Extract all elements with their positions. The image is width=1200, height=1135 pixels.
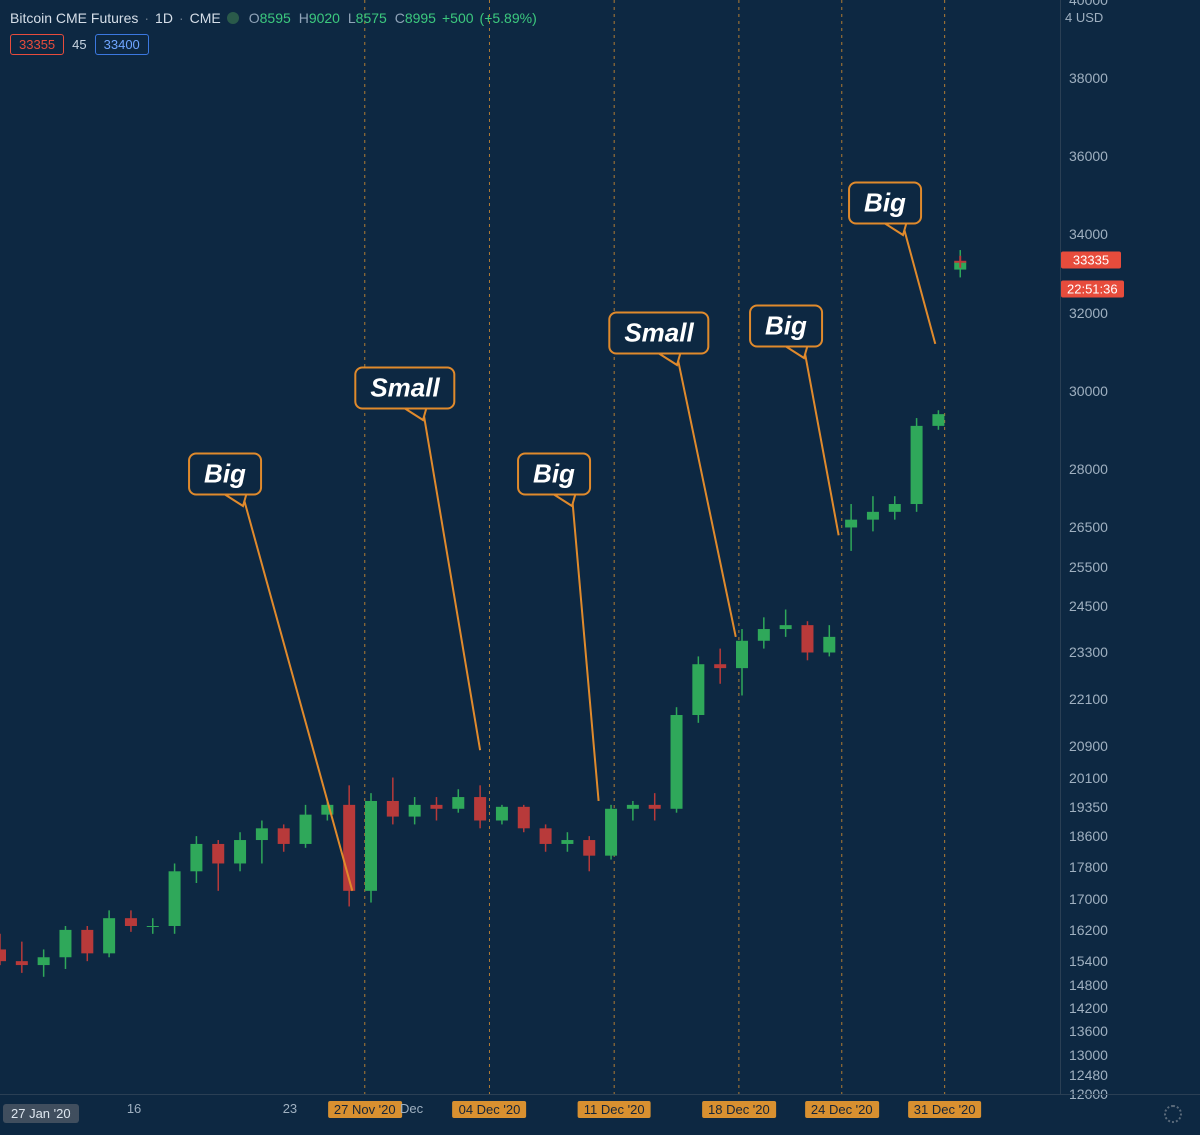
- y-tick-label: 32000: [1069, 305, 1108, 321]
- interval-label[interactable]: 1D: [155, 10, 173, 26]
- callout-label: Big: [188, 453, 262, 496]
- x-tick-label: 31 Dec '20: [908, 1101, 982, 1118]
- x-tick-label: 27 Nov '20: [328, 1101, 402, 1118]
- x-tick-label: 16: [127, 1101, 141, 1116]
- y-tick-label: 19350: [1069, 799, 1108, 815]
- y-tick-label: 18600: [1069, 828, 1108, 844]
- y-tick-label: 22100: [1069, 691, 1108, 707]
- badge-price-high[interactable]: 33400: [95, 34, 149, 55]
- change-pct: (+5.89%): [480, 10, 537, 26]
- y-tick-label: 28000: [1069, 461, 1108, 477]
- change-value: +500: [442, 10, 474, 26]
- plot-area[interactable]: Big Small Big Small Big Big: [0, 0, 1060, 1094]
- y-axis-currency: 4 USD: [1065, 10, 1103, 25]
- annotation-callout[interactable]: Small: [608, 312, 709, 355]
- y-tick-label: 38000: [1069, 70, 1108, 86]
- y-tick-label: 23300: [1069, 644, 1108, 660]
- badge-countdown: 45: [72, 37, 86, 52]
- annotation-callout[interactable]: Big: [749, 305, 823, 348]
- y-tick-label: 13000: [1069, 1047, 1108, 1063]
- market-status-dot: [227, 12, 239, 24]
- y-tick-label: 14200: [1069, 1000, 1108, 1016]
- y-tick-label: 20900: [1069, 738, 1108, 754]
- x-tick-label: 04 Dec '20: [453, 1101, 527, 1118]
- exchange-label: CME: [190, 10, 221, 26]
- callout-label: Small: [608, 312, 709, 355]
- callout-label: Big: [517, 453, 591, 496]
- y-tick-label: 15400: [1069, 953, 1108, 969]
- x-tick-label: Dec: [400, 1101, 423, 1116]
- y-tick-label: 17800: [1069, 859, 1108, 875]
- x-tick-label: 11 Dec '20: [578, 1101, 651, 1118]
- goto-date-badge[interactable]: 27 Jan '20: [3, 1104, 79, 1123]
- callout-label: Big: [749, 305, 823, 348]
- y-tick-label: 13600: [1069, 1023, 1108, 1039]
- chart-header: Bitcoin CME Futures · 1D · CME O8595 H90…: [10, 10, 537, 26]
- y-tick-label: 14800: [1069, 977, 1108, 993]
- x-tick-label: 18 Dec '20: [702, 1101, 776, 1118]
- symbol-title[interactable]: Bitcoin CME Futures: [10, 10, 138, 26]
- callout-label: Big: [848, 182, 922, 225]
- y-tick-label: 30000: [1069, 383, 1108, 399]
- y-tick-label: 36000: [1069, 148, 1108, 164]
- y-tick-label: 25500: [1069, 559, 1108, 575]
- y-tick-label: 12480: [1069, 1067, 1108, 1083]
- y-tick-label: 34000: [1069, 226, 1108, 242]
- y-tick-label: 17000: [1069, 891, 1108, 907]
- candlestick-svg: [0, 0, 1060, 1094]
- separator-dot: ·: [144, 10, 149, 26]
- x-tick-label: 23: [283, 1101, 297, 1116]
- separator-dot: ·: [179, 10, 184, 26]
- ohlc-readout: O8595 H9020 L8575 C8995: [245, 10, 436, 26]
- callout-label: Small: [354, 367, 455, 410]
- badge-price-low[interactable]: 33355: [10, 34, 64, 55]
- y-tick-label: 40000: [1069, 0, 1108, 8]
- x-axis[interactable]: 16 23 27 Nov '20Dec 04 Dec '20 11 Dec '20 18 …: [0, 1094, 1200, 1135]
- gear-icon[interactable]: [1164, 1105, 1182, 1123]
- y-tick-label: 16200: [1069, 922, 1108, 938]
- y-tick-label: 24500: [1069, 598, 1108, 614]
- x-tick-label: 24 Dec '20: [805, 1101, 879, 1118]
- y-axis[interactable]: 4 USD 40000 38000 36000 34000 32000 30000 2800…: [1060, 0, 1200, 1094]
- chart-container: Bitcoin CME Futures · 1D · CME O8595 H90…: [0, 0, 1200, 1135]
- indicator-badges: 33355 45 33400: [10, 34, 149, 55]
- annotation-callout[interactable]: Big: [517, 453, 591, 496]
- last-price-marker: 33335: [1061, 252, 1121, 269]
- y-tick-label: 20100: [1069, 770, 1108, 786]
- annotation-callout[interactable]: Small: [354, 367, 455, 410]
- annotation-callout[interactable]: Big: [848, 182, 922, 225]
- y-tick-label: 26500: [1069, 519, 1108, 535]
- countdown-marker: 22:51:36: [1061, 281, 1124, 298]
- annotation-callout[interactable]: Big: [188, 453, 262, 496]
